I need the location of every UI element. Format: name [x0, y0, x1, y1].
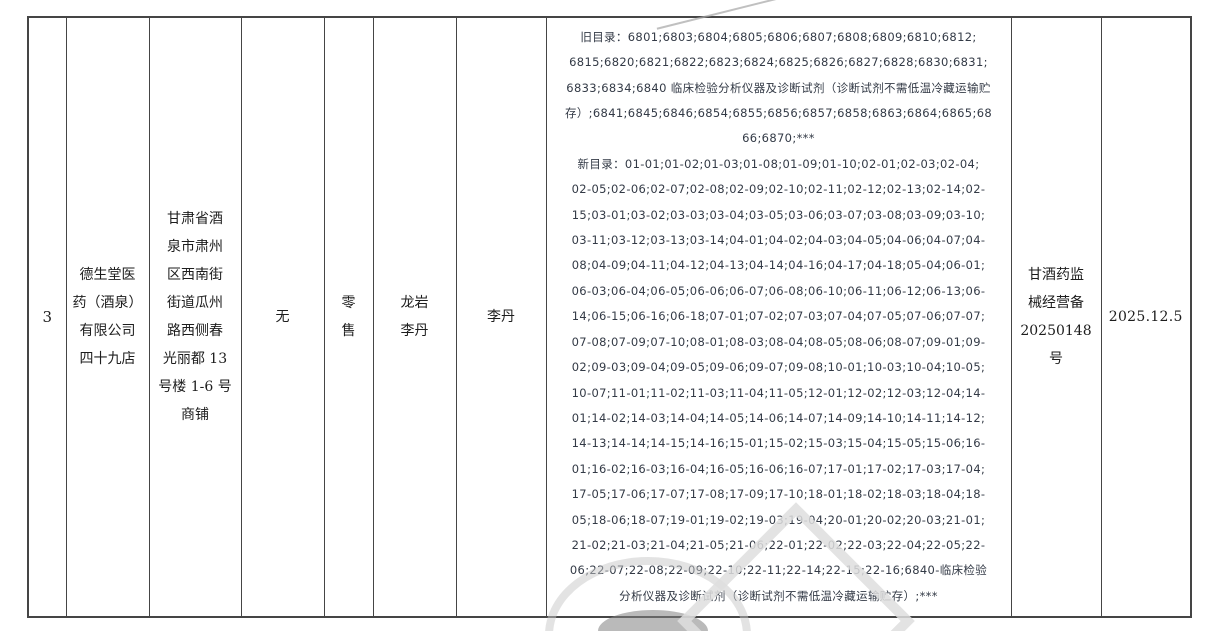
- license-number: 甘酒药监 械经营备 20250148 号: [1020, 267, 1092, 367]
- cell-license-number: 甘酒药监 械经营备 20250148 号: [1010, 16, 1102, 618]
- cell-business-scope: 旧目录：6801;6803;6804;6805;6806;6807;6808;6…: [545, 16, 1012, 618]
- company-name: 德生堂医 药（酒泉） 有限公司 四十九店: [72, 267, 143, 367]
- business-mode: 零 售: [341, 295, 356, 339]
- cell-quality-manager: 李丹: [455, 16, 547, 618]
- warehouse-value: 无: [275, 309, 290, 325]
- cell-company: 德生堂医 药（酒泉） 有限公司 四十九店: [65, 16, 150, 618]
- quality-manager-name: 李丹: [487, 309, 515, 325]
- registration-table: 3 德生堂医 药（酒泉） 有限公司 四十九店 甘肃省酒 泉市肃州 区西南街 街道…: [27, 16, 1192, 618]
- persons-names: 龙岩 李丹: [400, 295, 429, 339]
- company-address: 甘肃省酒 泉市肃州 区西南街 街道瓜州 路西侧春 光丽都 13 号楼 1-6 号…: [158, 211, 232, 423]
- cell-seq: 3: [27, 16, 67, 618]
- cell-persons: 龙岩 李丹: [372, 16, 457, 618]
- seq-number: 3: [42, 308, 53, 326]
- cell-warehouse: 无: [240, 16, 325, 618]
- table-row: 3 德生堂医 药（酒泉） 有限公司 四十九店 甘肃省酒 泉市肃州 区西南街 街道…: [27, 16, 1192, 618]
- cell-business-mode: 零 售: [323, 16, 374, 618]
- cell-date: 2025.12.5: [1100, 16, 1192, 618]
- business-scope-text: 旧目录：6801;6803;6804;6805;6806;6807;6808;6…: [564, 29, 993, 603]
- cell-address: 甘肃省酒 泉市肃州 区西南街 街道瓜州 路西侧春 光丽都 13 号楼 1-6 号…: [148, 16, 242, 618]
- approval-date: 2025.12.5: [1108, 309, 1183, 325]
